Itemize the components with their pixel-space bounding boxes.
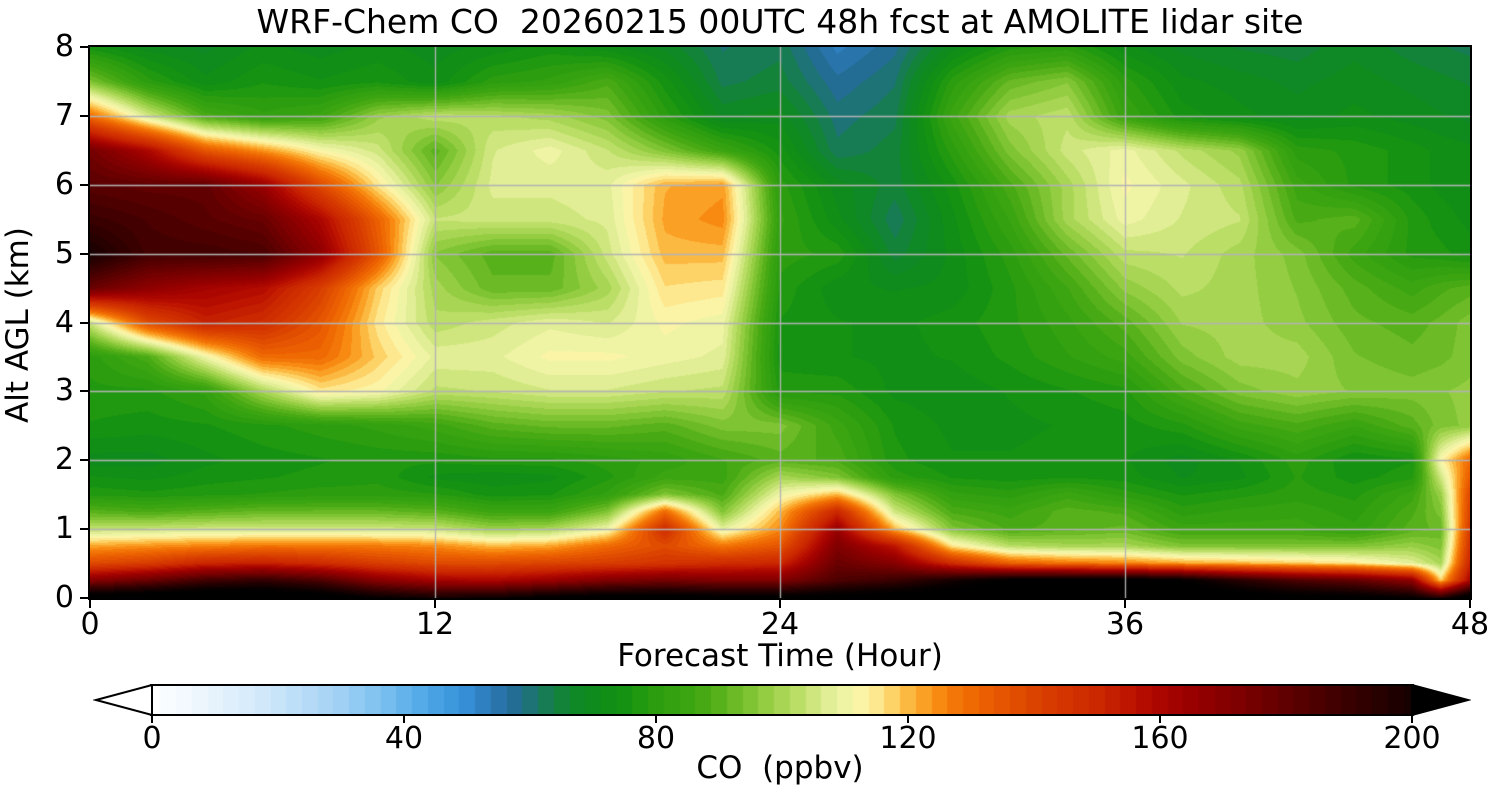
y-tick-mark — [80, 252, 88, 255]
y-tick-label: 2 — [54, 442, 74, 478]
heatmap-canvas — [90, 47, 1470, 598]
y-tick-mark — [80, 321, 88, 324]
colorbar-over-arrow — [1411, 684, 1471, 716]
x-tick-mark — [1124, 600, 1126, 608]
colorbar-tick-mark — [1411, 716, 1413, 723]
y-tick-mark — [80, 597, 88, 599]
x-tick-label: 48 — [1450, 607, 1490, 642]
y-tick-label: 5 — [54, 235, 74, 271]
x-tick-label: 0 — [80, 607, 100, 642]
y-tick-label: 0 — [54, 580, 74, 615]
x-tick-mark — [89, 600, 91, 608]
x-tick-label: 24 — [760, 607, 800, 642]
colorbar-canvas — [152, 686, 1412, 714]
y-tick-label: 8 — [54, 29, 74, 64]
colorbar-tick-mark — [1159, 716, 1161, 723]
colorbar-tick-label: 80 — [636, 721, 676, 756]
x-tick-label: 36 — [1105, 607, 1145, 642]
colorbar-tick-label: 200 — [1383, 721, 1441, 756]
x-axis-label: Forecast Time (Hour) — [617, 638, 943, 674]
y-tick-mark — [80, 46, 88, 48]
colorbar — [150, 684, 1414, 716]
colorbar-tick-mark — [403, 716, 405, 723]
colorbar-under-arrow — [93, 684, 153, 716]
y-tick-label: 6 — [54, 166, 74, 202]
colorbar-tick-label: 160 — [1131, 721, 1189, 756]
y-tick-label: 3 — [54, 373, 74, 409]
y-tick-mark — [80, 114, 88, 117]
colorbar-tick-label: 120 — [879, 721, 937, 756]
x-tick-label: 12 — [415, 607, 455, 642]
colorbar-tick-mark — [151, 716, 153, 723]
x-tick-mark — [434, 600, 436, 608]
plot-title: WRF-Chem CO 20260215 00UTC 48h fcst at A… — [256, 2, 1304, 41]
x-tick-mark — [1469, 600, 1471, 608]
y-tick-mark — [80, 528, 88, 531]
x-tick-mark — [779, 600, 781, 608]
colorbar-tick-mark — [907, 716, 909, 723]
plot-area — [88, 45, 1472, 600]
colorbar-tick-label: 40 — [384, 721, 424, 756]
y-tick-label: 1 — [54, 511, 74, 547]
y-axis-label: Alt AGL (km) — [0, 227, 36, 423]
colorbar-tick-label: 0 — [142, 721, 162, 756]
colorbar-label: CO (ppbv) — [696, 750, 864, 786]
y-tick-mark — [80, 459, 88, 462]
y-tick-label: 4 — [54, 304, 74, 340]
colorbar-tick-mark — [655, 716, 657, 723]
y-tick-mark — [80, 183, 88, 186]
y-tick-label: 7 — [54, 97, 74, 133]
y-tick-mark — [80, 390, 88, 393]
